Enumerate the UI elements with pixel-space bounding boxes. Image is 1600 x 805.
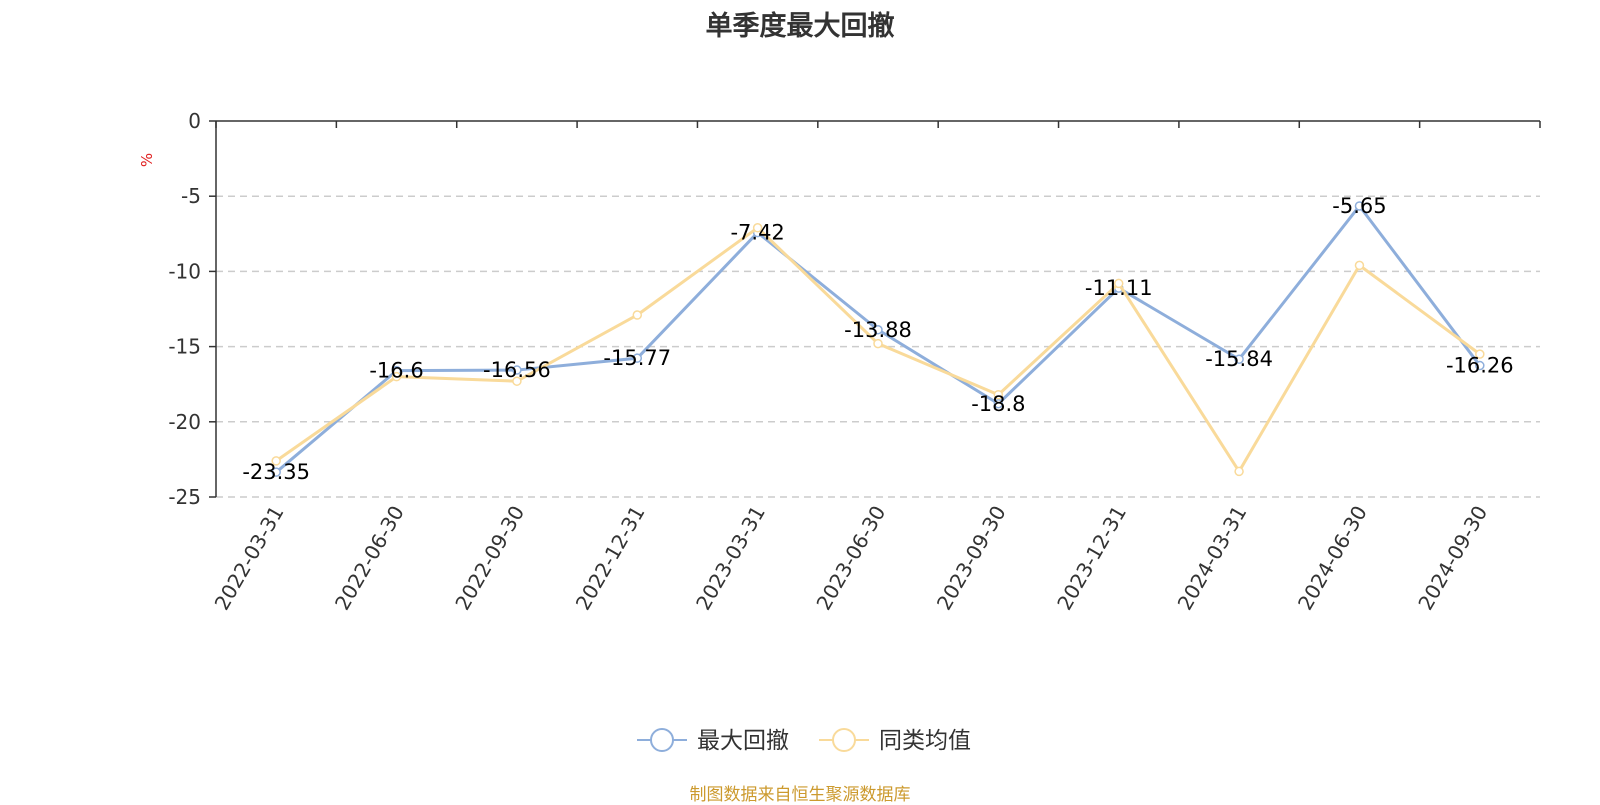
legend: 最大回撤 同类均值 (637, 728, 971, 754)
x-tick-label: 2023-03-31 (691, 502, 770, 615)
grid-lines (216, 195, 1540, 498)
series-point-1 (993, 399, 1004, 409)
y-axis-unit-label: % (138, 153, 156, 167)
y-tick-label: -25 (168, 485, 201, 509)
data-label: -11.11 (1085, 276, 1153, 300)
x-tick-label: 2023-12-31 (1052, 502, 1131, 615)
series-line-2 (275, 226, 1481, 473)
series-point-2 (1113, 278, 1124, 289)
legend-marker-icon (832, 728, 856, 752)
x-tick-label: 2023-06-30 (811, 502, 890, 615)
series-point-2 (1234, 466, 1244, 477)
data-label: -13.88 (844, 318, 912, 342)
series-point-2 (391, 371, 402, 382)
data-labels: -23.35 -16.6 -16.56 -15.77 -7.42 -13.88 -18.8 -… (242, 194, 1513, 484)
legend-label: 最大回撤 (697, 728, 789, 754)
series-point-1 (271, 467, 281, 477)
chart-title: 单季度最大回撤 (705, 11, 895, 42)
y-tick-label: -5 (181, 184, 201, 208)
series (271, 201, 1485, 477)
x-tick-label: 2022-09-30 (450, 502, 529, 615)
data-label: -16.6 (369, 359, 423, 383)
y-tick-label: -15 (168, 335, 201, 359)
series-point-1 (1234, 354, 1244, 364)
legend-item-1: 最大回撤 (637, 728, 789, 754)
data-label: -7.42 (730, 221, 784, 245)
series-point-1 (632, 353, 643, 363)
y-tick-label: 0 (188, 109, 201, 133)
y-tick-label: -10 (168, 259, 201, 283)
series-point-1 (1475, 360, 1485, 371)
x-tick-label: 2023-09-30 (932, 502, 1011, 615)
data-label: -18.8 (971, 392, 1025, 416)
series-point-2 (1475, 349, 1485, 359)
data-label: -15.84 (1205, 347, 1273, 371)
series-point-1 (1354, 201, 1365, 211)
x-tick-label: 2024-09-30 (1413, 502, 1492, 615)
series-point-2 (512, 376, 522, 386)
data-label: -15.77 (603, 346, 671, 370)
x-tick-label: 2022-12-31 (571, 502, 650, 615)
x-tick-label: 2022-06-30 (330, 501, 409, 614)
data-label: -16.26 (1446, 354, 1514, 378)
series-point-1 (512, 365, 522, 375)
legend-item-2: 同类均值 (819, 728, 971, 754)
x-tick-label: 2022-03-31 (210, 502, 289, 615)
series-point-2 (1354, 260, 1365, 271)
x-tick-label: 2024-06-30 (1293, 502, 1372, 615)
series-point-2 (993, 389, 1004, 400)
series-point-2 (271, 456, 281, 466)
series-point-1 (873, 325, 883, 335)
data-label: -23.35 (242, 460, 310, 484)
y-tick-label: -20 (168, 410, 201, 434)
series-point-2 (752, 223, 763, 233)
x-tick-label: 2024-03-31 (1173, 502, 1252, 615)
legend-marker-icon (650, 728, 674, 752)
legend-label: 同类均值 (879, 728, 971, 754)
data-label: -5.65 (1332, 194, 1386, 218)
series-point-2 (632, 310, 643, 320)
data-label: -16.56 (483, 358, 551, 382)
source-note: 制图数据来自恒生聚源数据库 (689, 785, 911, 805)
series-point-2 (873, 338, 883, 349)
